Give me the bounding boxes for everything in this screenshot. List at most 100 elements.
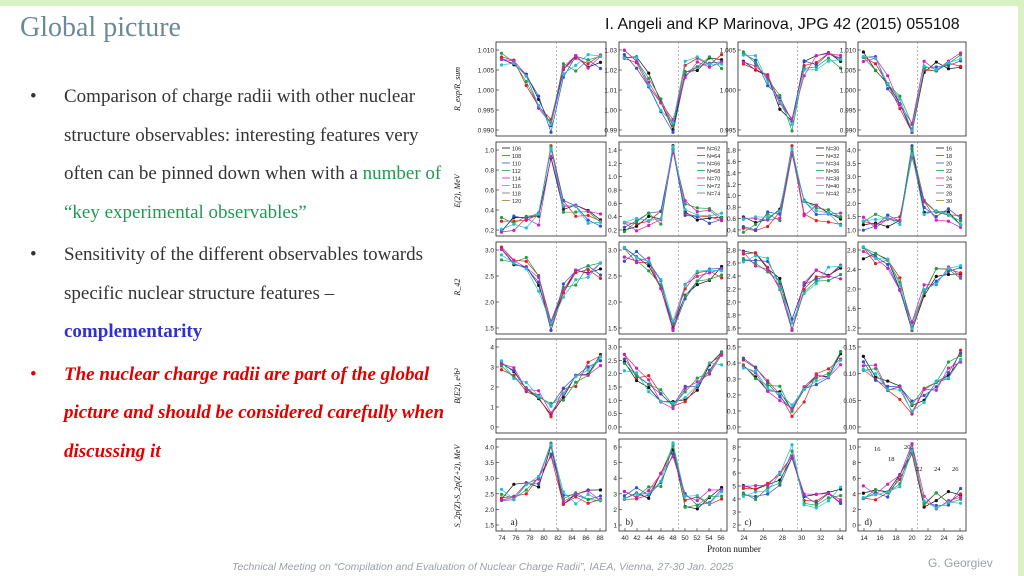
data-point	[959, 64, 963, 68]
data-point	[574, 204, 578, 209]
data-point	[766, 383, 770, 387]
data-point	[766, 212, 770, 216]
data-point	[659, 484, 663, 489]
data-point	[959, 216, 963, 221]
data-point	[622, 369, 626, 373]
data-point	[707, 277, 712, 282]
data-point	[741, 225, 745, 229]
data-point	[695, 65, 699, 69]
data-point	[707, 214, 712, 218]
y-tick-label: 0.4	[727, 228, 736, 235]
y-tick-label: 1	[490, 405, 494, 412]
legend-label: 116	[512, 184, 521, 190]
legend-label: 20	[946, 162, 952, 168]
data-point	[753, 494, 758, 499]
data-point	[898, 384, 902, 389]
data-point	[814, 60, 818, 65]
data-point	[586, 497, 590, 502]
plot-panel-frame	[737, 141, 847, 237]
data-point	[778, 93, 782, 97]
bullet-marker: •	[30, 86, 37, 107]
data-point	[910, 144, 914, 148]
data-point	[720, 211, 724, 215]
data-point	[946, 370, 951, 375]
data-point	[499, 492, 504, 496]
data-point	[683, 199, 687, 203]
data-point	[814, 65, 818, 69]
data-point	[561, 398, 565, 402]
y-tick-label: 0.15	[843, 345, 856, 352]
figure-panel-grid: R_exp/R_sum E(2), MeV R_42 B(E2), e²b² S_2p(…	[453, 41, 967, 554]
y-tick-label: 1.6	[727, 159, 736, 166]
data-point	[766, 386, 770, 391]
y-tick-label: 6	[852, 476, 856, 483]
data-point	[720, 62, 724, 66]
x-tick-label: 76	[512, 535, 520, 542]
data-point	[574, 277, 578, 282]
data-point	[873, 62, 878, 66]
data-point	[946, 266, 951, 270]
data-point	[946, 500, 951, 504]
data-point	[647, 378, 651, 382]
y-tick-label: 1.5	[847, 214, 856, 221]
bullet-highlight: complementarity	[64, 321, 203, 342]
data-point	[861, 249, 865, 254]
data-point	[586, 492, 590, 496]
data-point	[586, 209, 590, 213]
data-point	[741, 60, 745, 64]
data-point	[790, 409, 794, 413]
y-tick-label: 1.0	[727, 193, 736, 200]
data-point	[512, 495, 516, 499]
x-tick-label: 54	[705, 535, 713, 542]
data-point	[753, 222, 758, 226]
y-tick-label: 0.99	[604, 128, 617, 135]
plot-panel-frame	[857, 338, 967, 434]
data-point	[512, 261, 516, 265]
data-point	[886, 74, 890, 78]
data-point	[753, 254, 758, 258]
row-label: S_2p(Z)-S_2p(Z+2), MeV	[453, 444, 462, 528]
data-point	[898, 276, 902, 280]
data-point	[959, 219, 963, 223]
data-point	[720, 363, 724, 367]
data-point	[683, 76, 687, 80]
y-tick-label: 5	[732, 484, 736, 491]
data-point	[549, 321, 553, 325]
data-point	[549, 147, 553, 151]
data-point	[959, 358, 963, 362]
data-point	[826, 59, 831, 63]
data-point	[778, 216, 782, 220]
data-point	[826, 371, 831, 376]
data-point	[959, 264, 963, 268]
y-tick-label: 0.0	[608, 425, 617, 432]
data-point	[671, 130, 675, 134]
data-point	[910, 449, 914, 453]
data-point	[537, 289, 541, 293]
data-point	[922, 212, 926, 217]
data-point	[671, 441, 675, 445]
data-point	[814, 282, 818, 286]
y-tick-label: 0.995	[478, 108, 495, 115]
data-point	[586, 489, 590, 493]
data-point	[598, 261, 603, 265]
data-point	[778, 101, 782, 105]
data-point	[499, 364, 504, 368]
y-tick-label: 1.0	[608, 174, 617, 181]
data-point	[766, 492, 770, 496]
data-point	[695, 269, 699, 273]
legend-label: N=68	[707, 169, 720, 175]
data-point	[814, 492, 818, 496]
y-tick-label: 2.5	[608, 358, 617, 365]
data-point	[814, 499, 818, 503]
data-point	[586, 264, 590, 268]
data-point	[753, 487, 758, 491]
data-point	[561, 285, 565, 289]
x-tick-label: 28	[779, 535, 787, 542]
data-point	[707, 268, 712, 272]
data-point	[861, 50, 865, 54]
data-point	[561, 502, 565, 506]
data-point	[537, 106, 541, 110]
data-point	[741, 356, 745, 360]
data-point	[839, 215, 843, 219]
data-point	[839, 350, 843, 354]
